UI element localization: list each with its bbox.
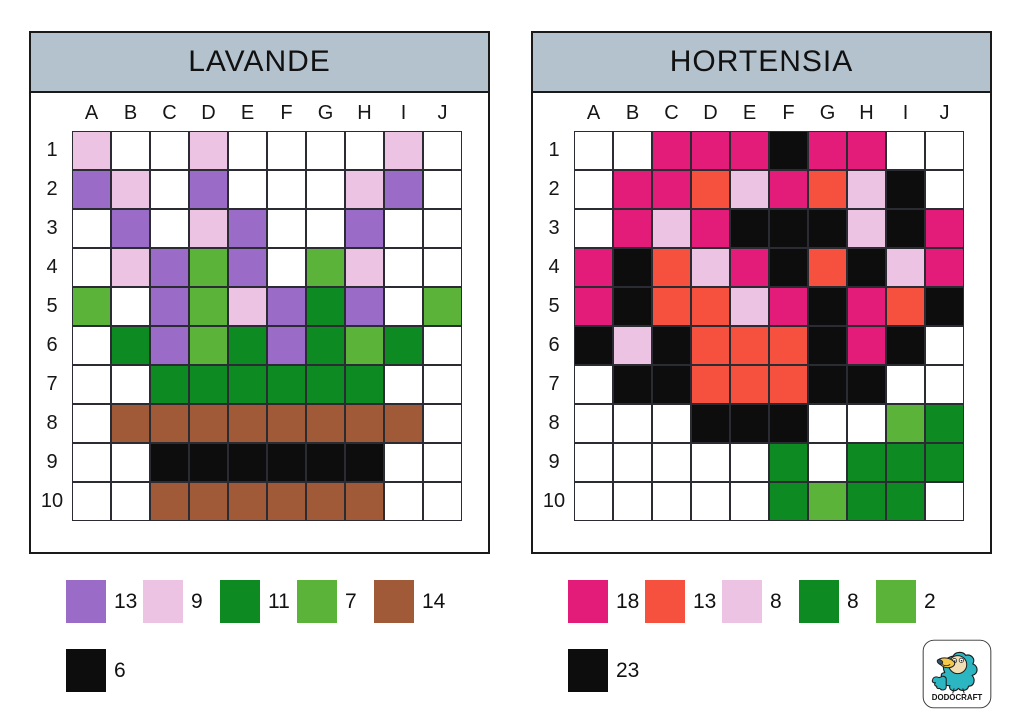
svg-text:DODOCRAFT: DODOCRAFT <box>932 693 983 702</box>
